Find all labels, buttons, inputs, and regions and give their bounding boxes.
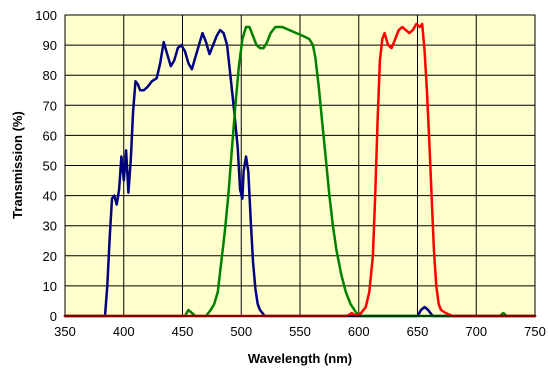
x-tick-label: 750 (524, 324, 546, 339)
x-tick-label: 600 (348, 324, 370, 339)
blue-series-line (63, 28, 537, 318)
x-tick-label: 650 (407, 324, 429, 339)
x-tick-label: 400 (113, 324, 135, 339)
x-tick-label: 700 (465, 324, 487, 339)
x-tick-labels: 350 400 450 500 550 600 650 700 750 (54, 324, 546, 339)
x-axis-title: Wavelength (nm) (248, 351, 352, 366)
y-tick-label: 80 (43, 68, 57, 83)
plot-border (64, 14, 536, 317)
y-tick-label: 0 (50, 309, 57, 324)
y-tick-label: 50 (43, 159, 57, 174)
x-tick-label: 450 (172, 324, 194, 339)
red-series-line (63, 22, 537, 318)
y-tick-label: 100 (35, 8, 57, 23)
y-tick-label: 30 (43, 219, 57, 234)
y-tick-label: 20 (43, 249, 57, 264)
y-tick-label: 60 (43, 128, 57, 143)
green-series-line (63, 25, 537, 318)
y-tick-label: 10 (43, 279, 57, 294)
y-tick-label: 40 (43, 189, 57, 204)
y-tick-label: 70 (43, 98, 57, 113)
y-tick-label: 90 (43, 38, 57, 53)
series-layer (63, 22, 537, 318)
x-tick-label: 350 (54, 324, 76, 339)
x-tick-label: 550 (289, 324, 311, 339)
y-axis-title: Transmission (%) (10, 111, 25, 219)
x-tick-label: 500 (230, 324, 252, 339)
y-tick-labels: 0 10 20 30 40 50 60 70 80 90 100 (35, 8, 57, 324)
grid-lines (65, 15, 535, 316)
